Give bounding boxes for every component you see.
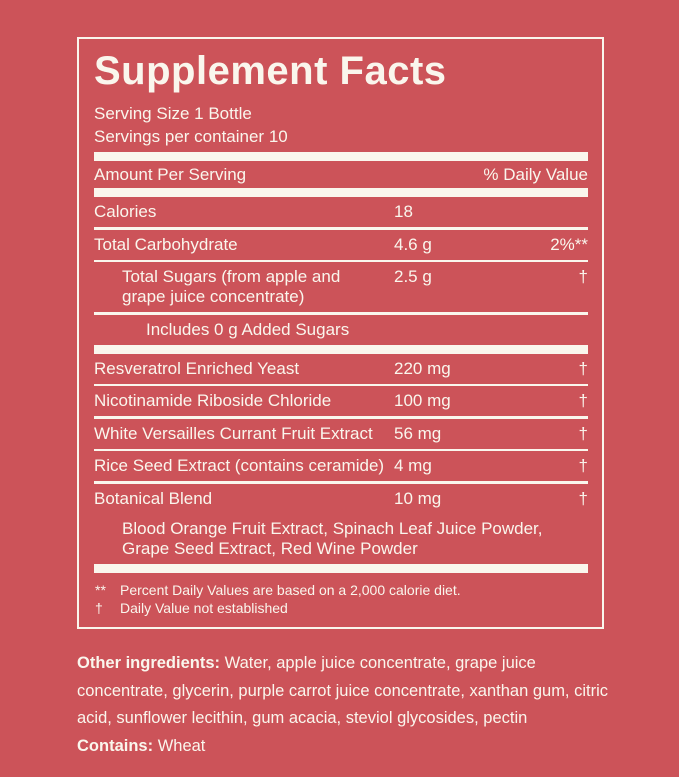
amount-per-serving-header: Amount Per Serving [94, 165, 247, 184]
other-ingredients-label: Other ingredients: [77, 654, 221, 672]
other-ingredients-text: Water, apple juice concentrate, grape ju… [77, 654, 609, 727]
nutrient-row-botanical-blend-components: Blood Orange Fruit Extract, Spinach Leaf… [94, 514, 588, 564]
footnote-daily-value-basis: ** Percent Daily Values are based on a 2… [94, 581, 588, 600]
contains-statement: Contains: Wheat [77, 733, 629, 761]
contains-text: Wheat [157, 736, 206, 755]
nutrient-daily-value: † [578, 267, 588, 286]
thick-divider [94, 344, 588, 354]
nutrient-name: Blood Orange Fruit Extract, Spinach Leaf… [122, 518, 543, 558]
contains-label: Contains: [77, 736, 154, 755]
nutrient-amount: 18 [394, 202, 413, 221]
supplement-facts-panel: Supplement Facts Serving Size 1 Bottle S… [77, 37, 604, 629]
footnote-text: Percent Daily Values are based on a 2,00… [120, 581, 461, 598]
footnote-symbol: † [95, 600, 103, 616]
nutrient-daily-value [499, 202, 588, 222]
footnotes: ** Percent Daily Values are based on a 2… [94, 581, 588, 618]
other-ingredients-section: Other ingredients: Water, apple juice co… [77, 650, 629, 760]
nutrient-name: Nicotinamide Riboside Chloride [94, 391, 332, 410]
nutrient-name: Rice Seed Extract (contains ceramide) [94, 456, 385, 475]
supplement-facts-title: Supplement Facts [94, 49, 447, 93]
footnote-dv-not-established: † Daily Value not established [94, 599, 588, 618]
nutrient-row-botanical-blend: Botanical Blend 10 mg † [94, 484, 588, 514]
table-header-row: Amount Per Serving % Daily Value [94, 161, 588, 188]
nutrient-name: Includes 0 g Added Sugars [146, 319, 350, 339]
row-divider [94, 448, 588, 451]
nutrient-row-rice-seed: Rice Seed Extract (contains ceramide) 4 … [94, 451, 588, 481]
nutrient-amount: 2.5 g [394, 267, 432, 286]
daily-value-header: % Daily Value [483, 165, 588, 184]
servings-per-container-line: Servings per container 10 [94, 127, 288, 146]
footnote-symbol: ** [95, 581, 106, 598]
nutrient-daily-value: † [578, 391, 588, 410]
row-divider [94, 481, 588, 484]
nutrient-name: Calories [94, 202, 157, 221]
thick-divider [94, 563, 588, 573]
nutrient-row-white-versailles: White Versailles Currant Fruit Extract 5… [94, 419, 588, 449]
nutrient-daily-value: † [578, 423, 588, 443]
nutrient-amount: 220 mg [394, 358, 451, 378]
other-ingredients: Other ingredients: Water, apple juice co… [77, 650, 629, 733]
nutrient-daily-value: † [578, 456, 588, 475]
nutrient-row-calories: Calories 18 [94, 197, 588, 227]
row-divider [94, 383, 588, 386]
row-divider [94, 227, 588, 230]
nutrient-name: Resveratrol Enriched Yeast [94, 358, 300, 378]
thick-divider [94, 188, 588, 197]
row-divider [94, 312, 588, 315]
footnote-text: Daily Value not established [120, 600, 288, 616]
nutrient-daily-value: † [578, 358, 588, 378]
nutrient-amount: 4 mg [394, 456, 432, 475]
nutrient-amount: 4.6 g [394, 234, 432, 254]
nutrient-amount: 10 mg [394, 488, 442, 508]
nutrient-amount: 100 mg [394, 391, 451, 410]
nutrient-row-total-carbohydrate: Total Carbohydrate 4.6 g 2%** [94, 230, 588, 260]
nutrient-name: Botanical Blend [94, 488, 213, 508]
nutrient-daily-value: 2%** [550, 234, 588, 254]
nutrient-daily-value: † [578, 488, 588, 508]
row-divider [94, 416, 588, 419]
nutrient-row-total-sugars: Total Sugars (from apple and grape juice… [94, 262, 588, 312]
nutrient-name: White Versailles Currant Fruit Extract [94, 423, 373, 443]
nutrient-row-nicotinamide: Nicotinamide Riboside Chloride 100 mg † [94, 386, 588, 416]
serving-size-line: Serving Size 1 Bottle [94, 104, 252, 123]
nutrient-amount: 56 mg [394, 423, 442, 443]
nutrient-name: Total Carbohydrate [94, 234, 238, 254]
nutrient-row-added-sugars: Includes 0 g Added Sugars [94, 315, 588, 345]
nutrient-row-resveratrol: Resveratrol Enriched Yeast 220 mg † [94, 354, 588, 384]
thick-divider [94, 152, 588, 161]
nutrient-name: Total Sugars (from apple and grape juice… [122, 267, 341, 306]
row-divider [94, 259, 588, 262]
